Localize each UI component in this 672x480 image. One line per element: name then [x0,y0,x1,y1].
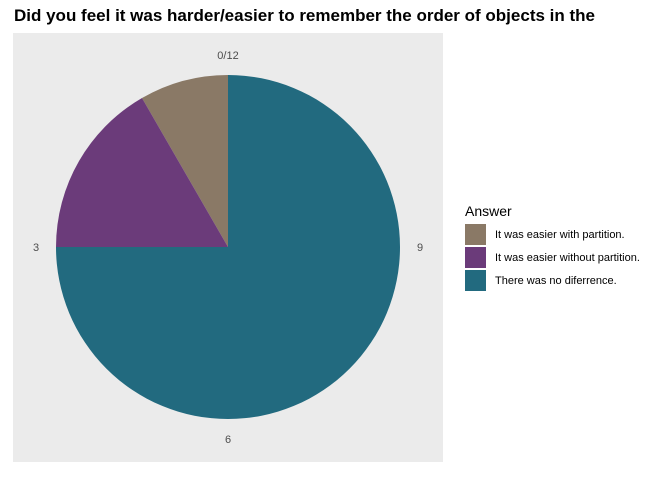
legend-label: It was easier with partition. [495,228,625,241]
legend-swatch [465,270,486,291]
pie-slice [56,75,400,419]
legend: Answer It was easier with partition. It … [465,203,640,292]
theta-tick-label: 9 [417,242,423,254]
theta-tick-label: 6 [225,434,231,446]
legend-item-no-difference: There was no diferrence. [465,269,640,292]
legend-item-easier-with-partition: It was easier with partition. [465,223,640,246]
legend-title: Answer [465,203,512,219]
theta-tick-label: 0/12 [217,50,238,62]
theta-tick-labels: 0/12 3 6 9 [33,50,423,446]
legend-label: There was no diferrence. [495,274,617,287]
legend-swatch [465,224,486,245]
pie-slices [56,75,400,419]
legend-label: It was easier without partition. [495,251,640,264]
chart-title: Did you feel it was harder/easier to rem… [14,6,595,25]
pie-slice [56,98,228,247]
theta-tick-label: 3 [33,242,39,254]
pie-slice [142,75,228,247]
legend-swatch [465,247,486,268]
legend-item-easier-without-partition: It was easier without partition. [465,246,640,269]
